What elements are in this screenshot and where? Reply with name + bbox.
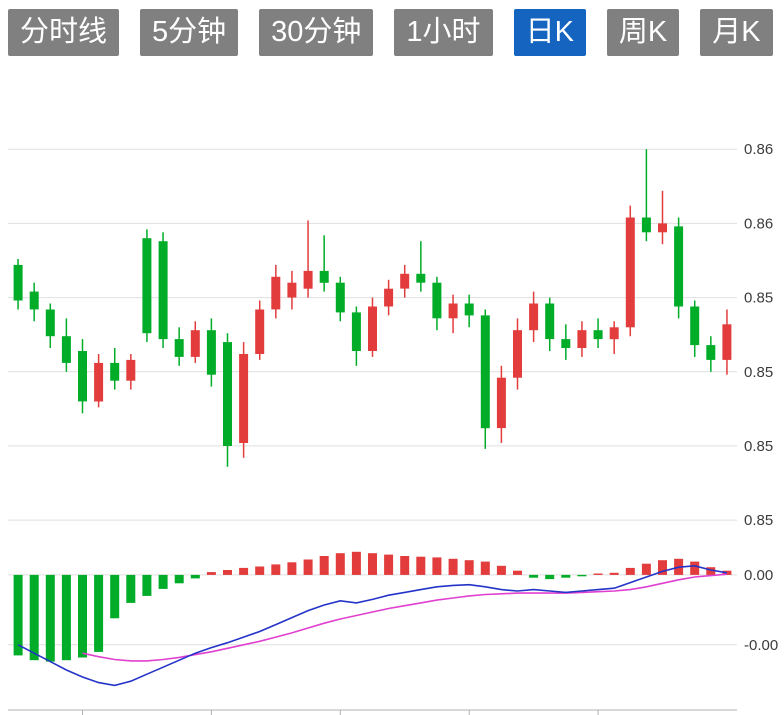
dea-line [82,573,727,662]
tab-30分钟[interactable]: 30分钟 [259,9,374,56]
candles [13,149,732,467]
price-axis-label: 0.85 [744,512,773,529]
dif-line [17,564,728,687]
macd-axis-label: 0.00 [744,567,773,584]
price-axis-label: 0.85 [744,364,773,381]
axis-labels: 0.86 0.86 0.85 0.85 0.85 0.85 0.00 -0.00 [744,141,778,654]
tab-分时线[interactable]: 分时线 [8,9,120,56]
tab-周K[interactable]: 周K [606,9,680,56]
price-axis-label: 0.86 [744,215,773,232]
macd-axis-label: -0.00 [744,637,778,654]
tab-1小时[interactable]: 1小时 [394,9,493,56]
price-axis-label: 0.85 [744,290,773,307]
macd-histogram [13,551,732,662]
tab-日K[interactable]: 日K [513,9,586,56]
price-axis-label: 0.86 [744,141,773,158]
price-axis-label: 0.85 [744,438,773,455]
tab-月K[interactable]: 月K [700,9,773,56]
interval-tabbar: 分时线 5分钟 30分钟 1小时 日K 周K 月K [8,9,773,56]
tab-5分钟[interactable]: 5分钟 [140,9,239,56]
